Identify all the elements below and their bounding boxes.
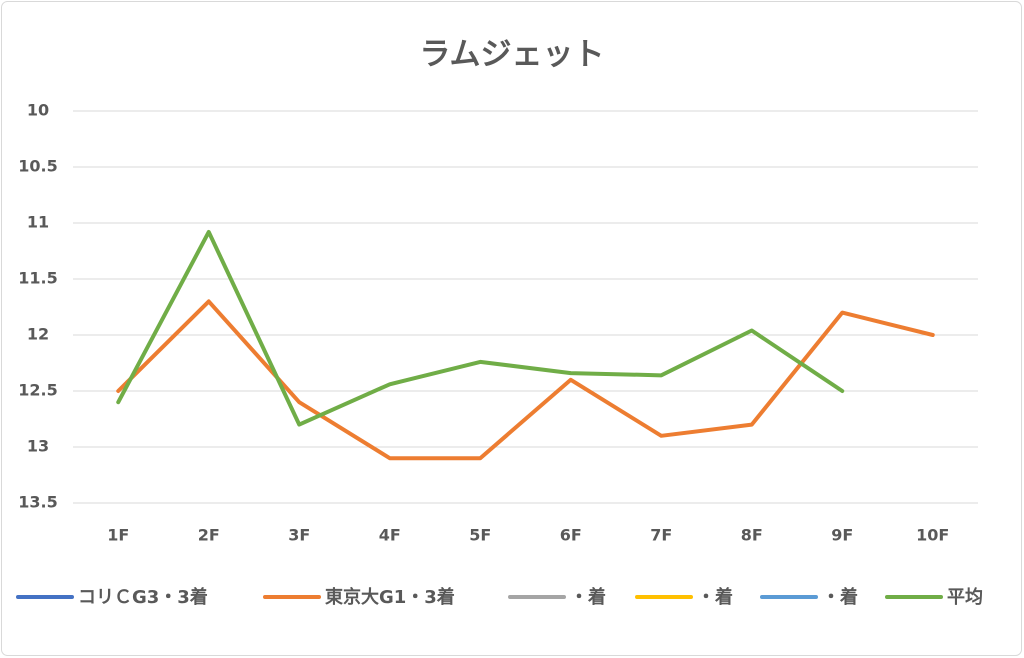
x-tick-label: 8F (741, 526, 763, 545)
y-tick-label: 13 (27, 437, 49, 456)
x-tick-label: 3F (288, 526, 310, 545)
legend-label: ・着 (570, 586, 606, 608)
y-tick-label: 11.5 (18, 269, 57, 288)
legend-label: コリＣG3・3着 (78, 586, 208, 608)
legend-label: ・着 (697, 586, 733, 608)
x-tick-label: 10F (916, 526, 949, 545)
y-tick-label: 12 (27, 325, 49, 344)
x-tick-label: 6F (560, 526, 582, 545)
y-tick-label: 10.5 (18, 157, 57, 176)
x-tick-label: 4F (379, 526, 401, 545)
x-tick-label: 2F (198, 526, 220, 545)
x-tick-label: 5F (469, 526, 491, 545)
legend-label: 東京大G1・3着 (325, 586, 455, 608)
y-tick-label: 13.5 (18, 493, 57, 512)
series-line (116, 299, 935, 461)
y-tick-label: 12.5 (18, 381, 57, 400)
y-tick-label: 11 (27, 213, 49, 232)
y-tick-label: 10 (27, 101, 49, 120)
x-tick-label: 9F (831, 526, 853, 545)
chart-title: ラムジェット (419, 37, 604, 73)
legend-label: ・着 (822, 586, 858, 608)
legend-label: 平均 (947, 586, 983, 608)
x-tick-label: 1F (107, 526, 129, 545)
series-line (116, 229, 845, 427)
x-tick-label: 7F (650, 526, 672, 545)
